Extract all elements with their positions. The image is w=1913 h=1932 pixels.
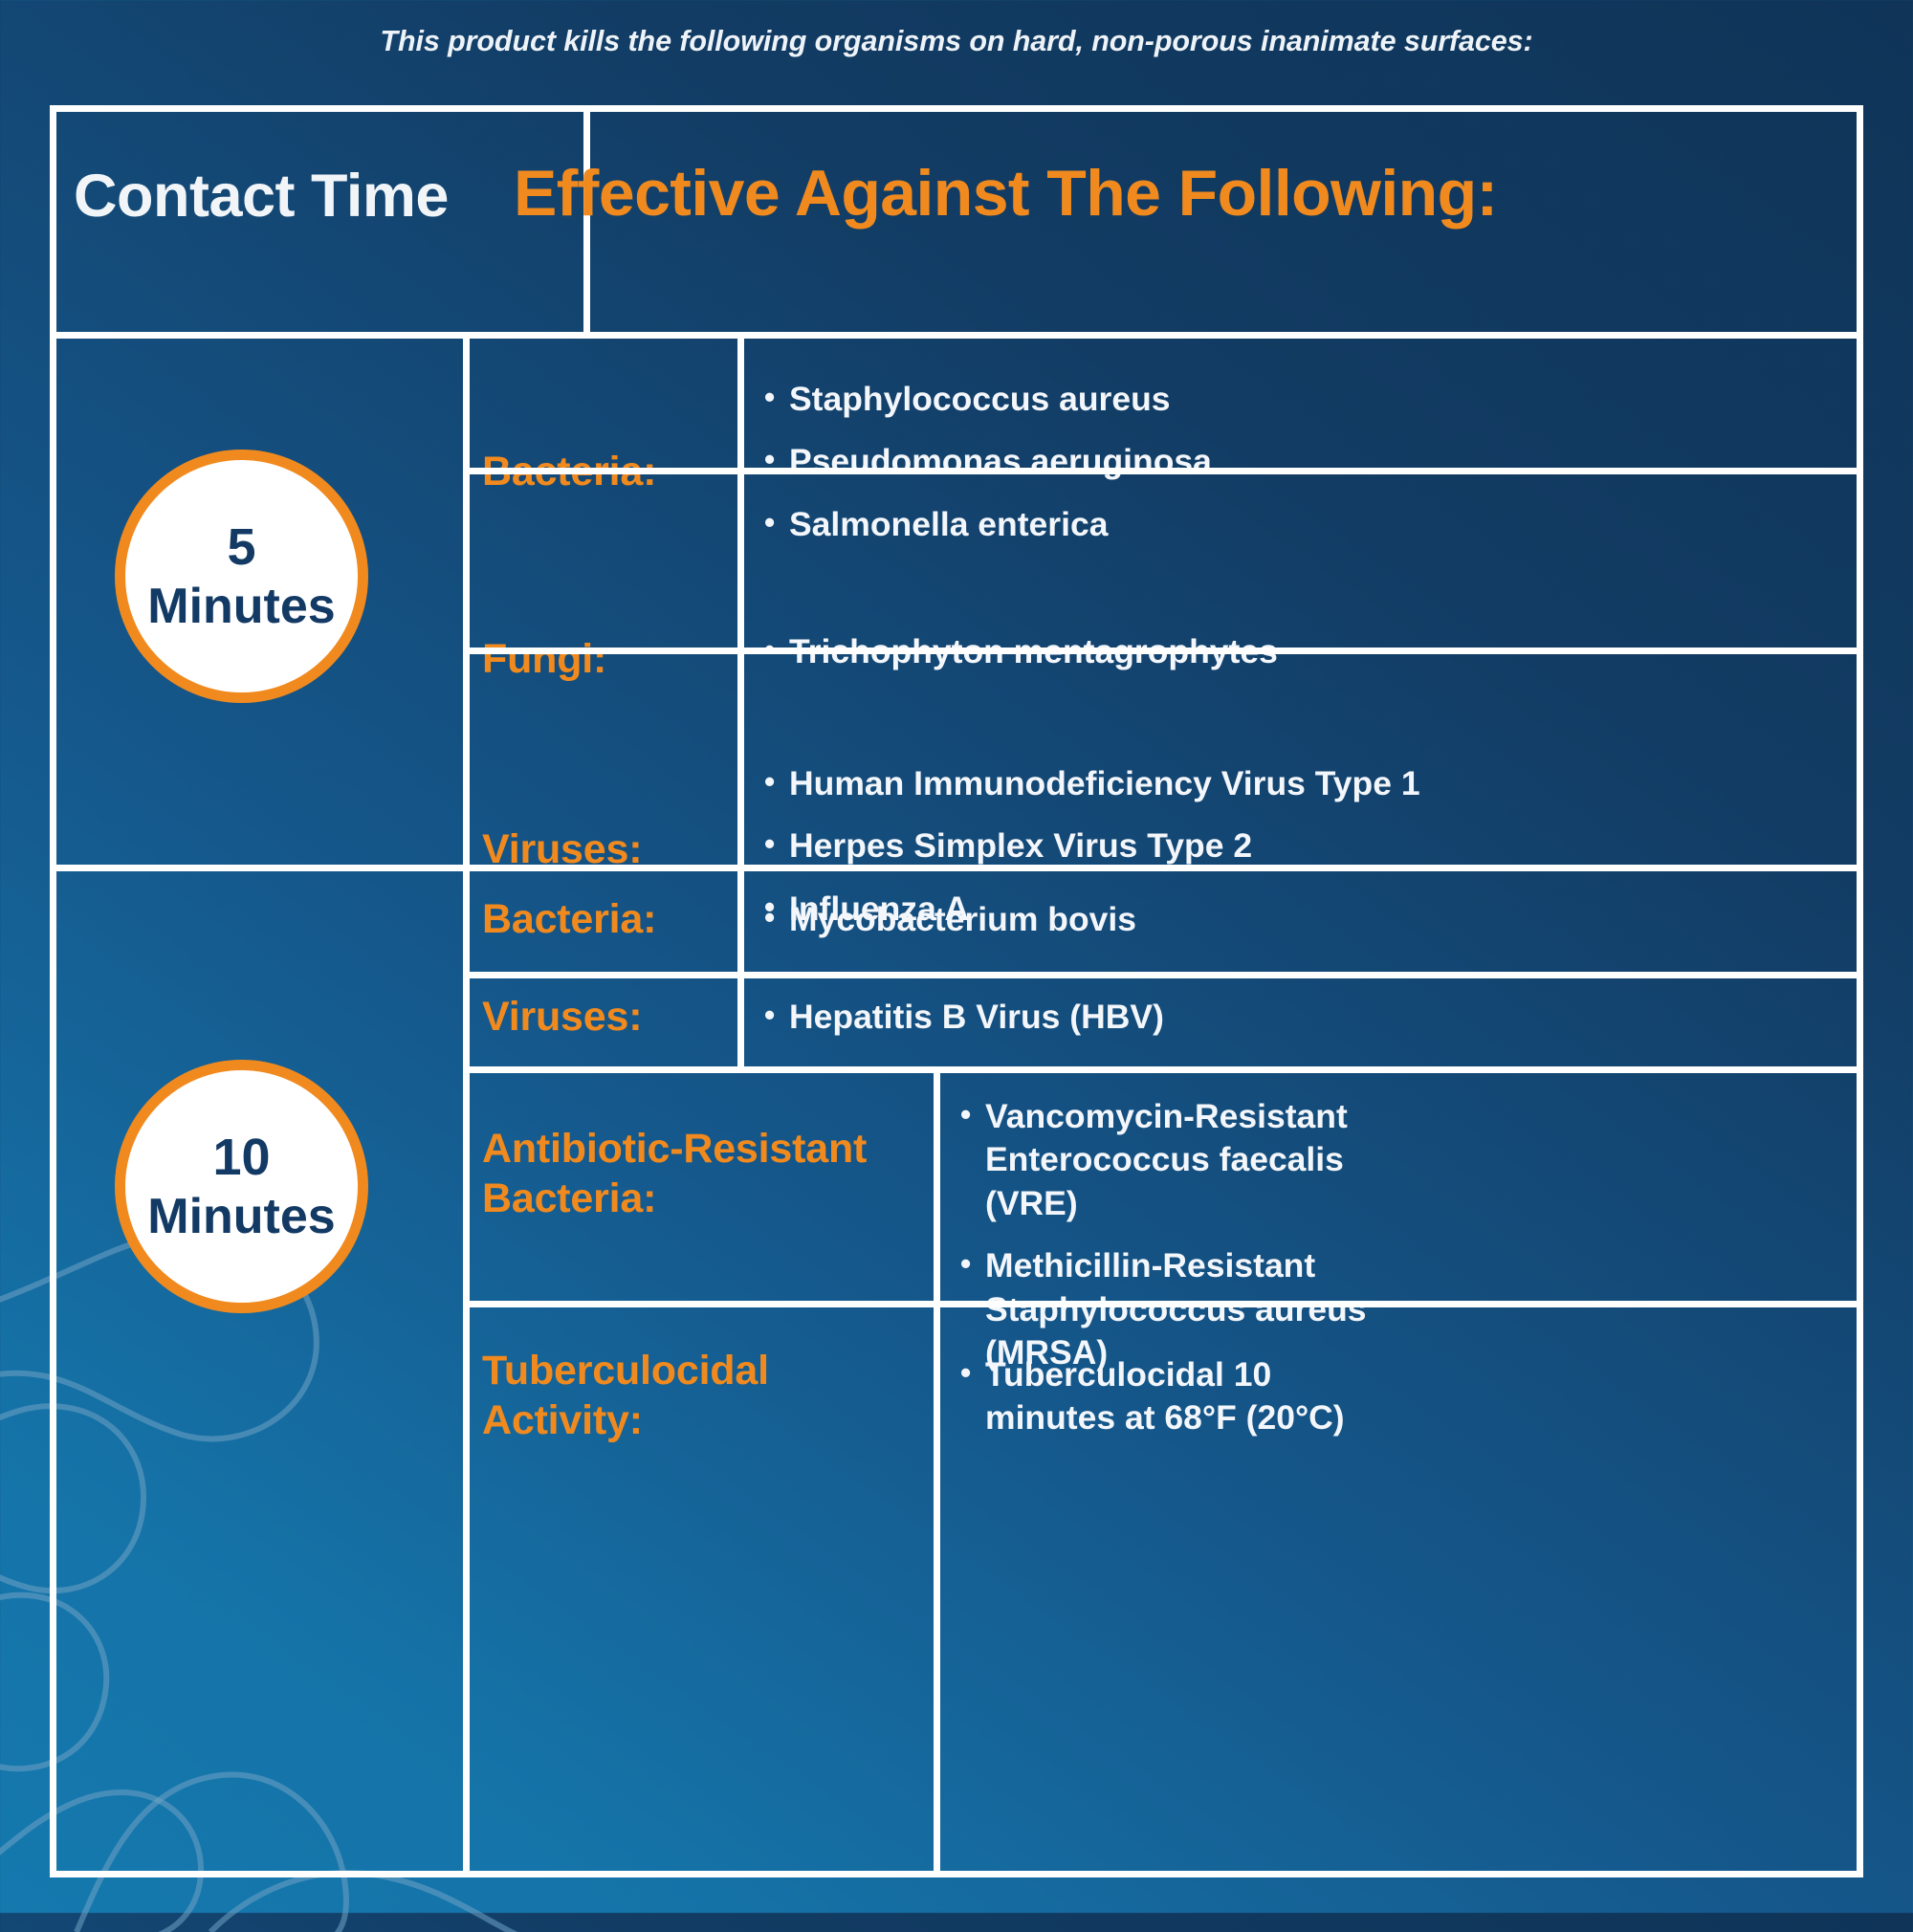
bullet-icon: • [764, 504, 776, 539]
bullet-icon: • [764, 380, 776, 414]
list-item: • Hepatitis B Virus (HBV) [764, 996, 1797, 1039]
category-label-10min-bacteria: Bacteria: [482, 896, 657, 942]
organism-name: Herpes Simplex Virus Type 2 [789, 826, 1253, 866]
table-grid: Contact Time Effective Against The Follo… [56, 112, 1857, 1877]
row-divider-10min-viruses-antibiotic [463, 1066, 1857, 1073]
contact-time-column-divider-5min [463, 339, 470, 865]
list-item: • Vancomycin-Resistant Enterococcus faec… [960, 1095, 1802, 1225]
list-item: • Human Immunodeficiency Virus Type 1 [764, 762, 1797, 805]
organism-name: Vancomycin-Resistant Enterococcus faecal… [985, 1097, 1348, 1222]
contact-time-number: 10 [212, 1129, 271, 1186]
bullet-icon: • [764, 442, 776, 477]
organism-list-10min-bacteria: • Mycobacterium bovis [764, 898, 1797, 941]
bullet-icon: • [764, 900, 776, 934]
category-organism-divider-10min-tuberculocidal [934, 1307, 940, 1877]
organism-name: Influenza A [789, 889, 970, 928]
header-effective-against-label: Effective Against The Following: [514, 157, 1498, 230]
organism-name: Tuberculocidal 10 minutes at 68°F (20°C) [985, 1355, 1345, 1438]
bullet-icon: • [764, 764, 776, 799]
organism-list-10min-antibiotic-resistant: • Vancomycin-Resistant Enterococcus faec… [960, 1095, 1802, 1375]
list-item: • Influenza A [764, 888, 1797, 931]
row-divider-10min-antibiotic-tuberculocidal [463, 1301, 1857, 1307]
organism-list-10min-tuberculocidal: • Tuberculocidal 10 minutes at 68°F (20°… [960, 1353, 1802, 1440]
page-caption: This product kills the following organis… [380, 25, 1533, 57]
organism-name: Pseudomonas aeruginosa [789, 442, 1212, 481]
category-label-10min-antibiotic-resistant: Antibiotic-Resistant Bacteria: [482, 1126, 868, 1222]
category-organism-divider-10min-antibiotic [934, 1073, 940, 1301]
organism-list-10min-viruses: • Hepatitis B Virus (HBV) [764, 996, 1797, 1039]
list-item: • Pseudomonas aeruginosa [764, 440, 1797, 483]
bullet-icon: • [960, 1246, 972, 1282]
category-organism-divider-10min-bacteria [737, 871, 744, 972]
contact-time-number: 5 [227, 518, 256, 576]
category-organism-divider-10min-viruses [737, 978, 744, 1066]
organism-efficacy-table: Contact Time Effective Against The Follo… [50, 105, 1863, 1877]
list-item: • Salmonella enterica [764, 503, 1797, 546]
organism-name: Hepatitis B Virus (HBV) [789, 998, 1164, 1036]
list-item: • Methicillin-Resistant Staphylococcus a… [960, 1244, 1802, 1374]
header-bottom-divider-left [56, 332, 583, 339]
organism-list-5min-viruses: • Human Immunodeficiency Virus Type 1 • … [764, 762, 1797, 931]
contact-time-badge-5-minutes: 5 Minutes [115, 450, 368, 703]
category-label-10min-viruses: Viruses: [482, 994, 643, 1040]
organism-name: Staphylococcus aureus [789, 380, 1171, 418]
organism-name: Human Immunodeficiency Virus Type 1 [789, 764, 1420, 802]
header-bottom-divider-right [583, 332, 1857, 339]
bullet-icon: • [960, 1097, 972, 1131]
organism-name: Mycobacterium bovis [789, 900, 1136, 938]
list-item: • Staphylococcus aureus [764, 378, 1797, 421]
row-divider-5min-bacteria-fungi [463, 468, 1857, 474]
category-organism-divider-5min [737, 339, 744, 865]
bullet-icon: • [960, 1355, 972, 1390]
category-label-10min-tuberculocidal: Tuberculocidal Activity: [482, 1348, 769, 1444]
contact-time-column-divider-10min [463, 871, 470, 1877]
list-item: • Herpes Simplex Virus Type 2 [764, 824, 1797, 867]
row-divider-10min-bacteria-viruses [463, 972, 1857, 978]
bullet-icon: • [764, 998, 776, 1032]
organism-name: Salmonella enterica [789, 504, 1109, 543]
organism-list-5min-bacteria: • Staphylococcus aureus • Pseudomonas ae… [764, 378, 1797, 546]
contact-time-unit: Minutes [147, 579, 336, 634]
row-divider-5min-fungi-viruses [463, 648, 1857, 654]
section-divider-5min-10min [56, 865, 1857, 871]
header-column-divider [583, 112, 590, 332]
list-item: • Tuberculocidal 10 minutes at 68°F (20°… [960, 1353, 1802, 1440]
list-item: • Mycobacterium bovis [764, 898, 1797, 941]
organism-name: Methicillin-Resistant Staphylococcus aur… [985, 1246, 1367, 1372]
bullet-icon: • [764, 826, 776, 862]
category-label-5min-fungi: Fungi: [482, 636, 607, 682]
header-contact-time-label: Contact Time [74, 163, 449, 230]
bullet-icon: • [764, 889, 776, 924]
